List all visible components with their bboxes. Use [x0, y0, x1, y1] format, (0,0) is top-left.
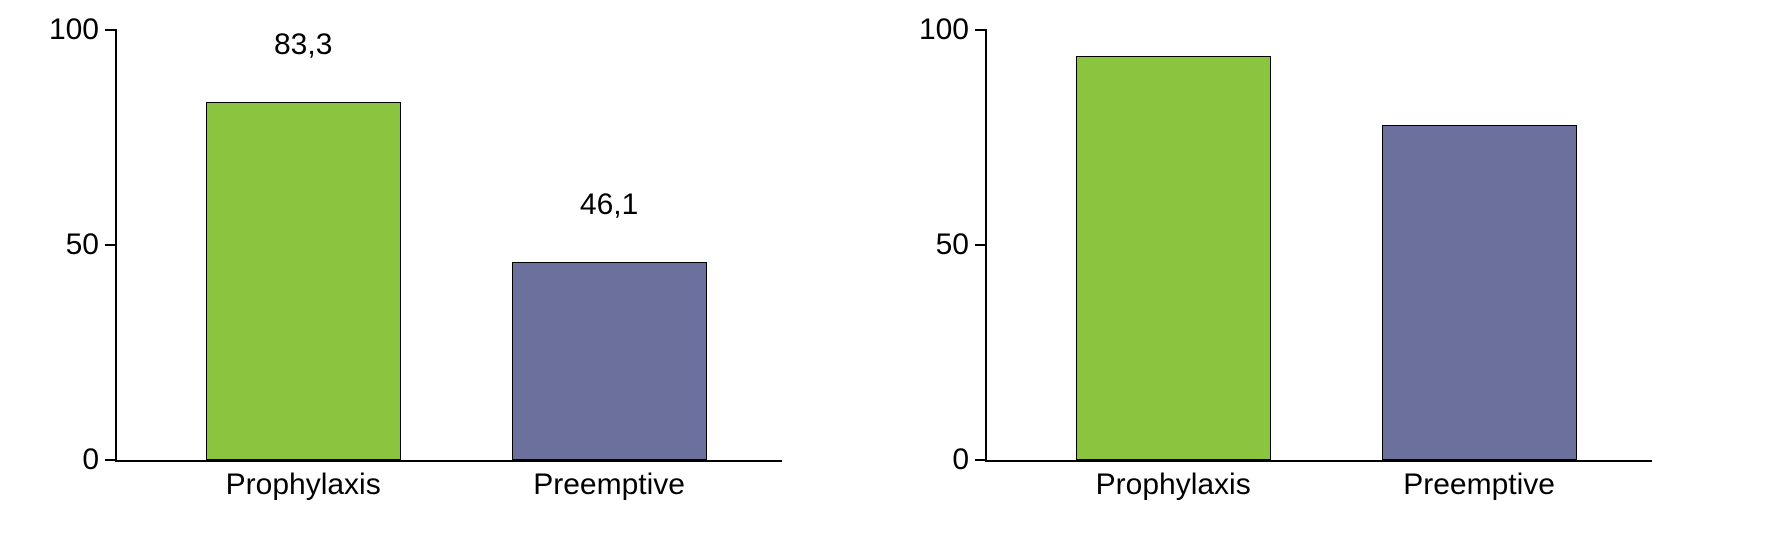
bar-value-label: 46,1	[580, 188, 638, 222]
ytick-label: 50	[9, 228, 99, 262]
page: 05010083,3Prophylaxis46,1Preemptive05010…	[0, 0, 1769, 560]
bar-value-label: 83,3	[274, 28, 332, 62]
ytick-label: 100	[879, 13, 969, 47]
bar-prophylaxis	[206, 102, 401, 460]
plot-area: 05010083,3Prophylaxis46,1Preemptive	[115, 30, 782, 462]
bar-preemptive	[512, 262, 707, 460]
ytick-mark	[975, 29, 987, 31]
ytick-label: 50	[879, 228, 969, 262]
ytick-label: 0	[879, 443, 969, 477]
xtick-label: Preemptive	[533, 468, 685, 502]
ytick-mark	[105, 459, 117, 461]
bar-preemptive	[1382, 125, 1577, 460]
xtick-label: Prophylaxis	[1096, 468, 1251, 502]
ytick-label: 100	[9, 13, 99, 47]
ytick-mark	[105, 29, 117, 31]
ytick-label: 0	[9, 443, 99, 477]
ytick-mark	[975, 459, 987, 461]
ytick-mark	[975, 244, 987, 246]
plot-area: 050100ProphylaxisPreemptive	[985, 30, 1652, 462]
xtick-label: Preemptive	[1403, 468, 1555, 502]
bar-prophylaxis	[1076, 56, 1271, 460]
xtick-label: Prophylaxis	[226, 468, 381, 502]
ytick-mark	[105, 244, 117, 246]
